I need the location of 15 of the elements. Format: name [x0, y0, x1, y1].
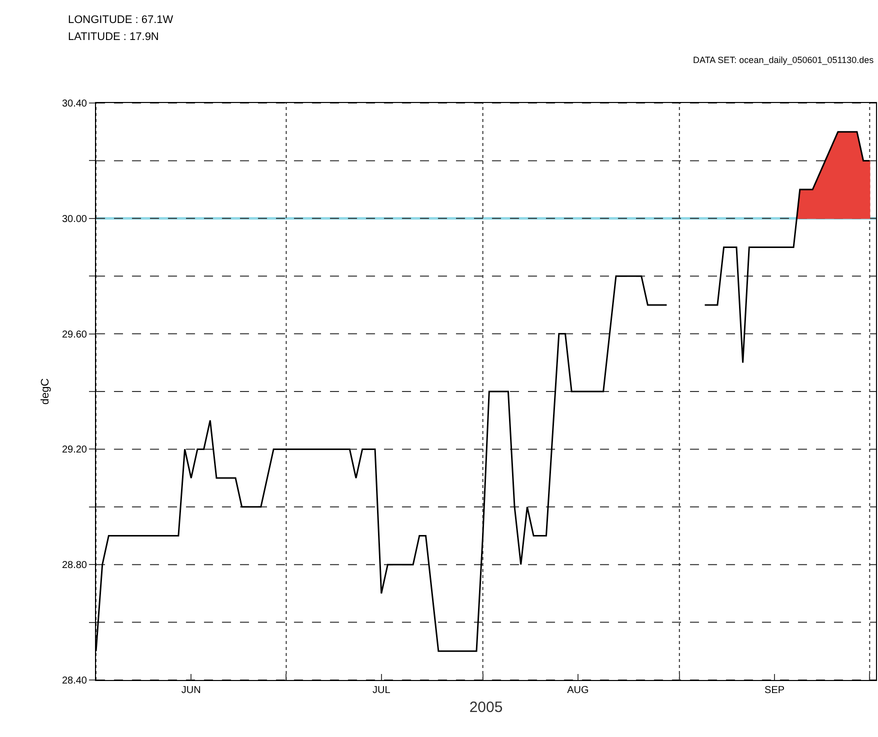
x-tick-label: JUN — [181, 685, 201, 696]
y-tick-label: 30.00 — [62, 214, 88, 225]
text: LATITUDE : 17.9N — [68, 31, 159, 43]
text: DATA SET: ocean_daily_050601_051130.des — [693, 55, 874, 65]
text: LONGITUDE : 67.1W — [68, 14, 174, 26]
y-tick-label: 30.40 — [62, 98, 88, 110]
x-tick-label: SEP — [764, 685, 785, 696]
x-axis-title: 2005 — [469, 699, 503, 716]
y-tick-label: 28.40 — [62, 676, 88, 686]
y-axis-title: degC — [40, 378, 52, 405]
y-tick-label: 28.80 — [62, 560, 88, 572]
x-tick-label: JUL — [372, 685, 391, 696]
y-tick-label: 29.20 — [62, 444, 88, 456]
x-tick-label: AUG — [567, 685, 590, 696]
y-tick-label: 29.60 — [62, 329, 88, 340]
